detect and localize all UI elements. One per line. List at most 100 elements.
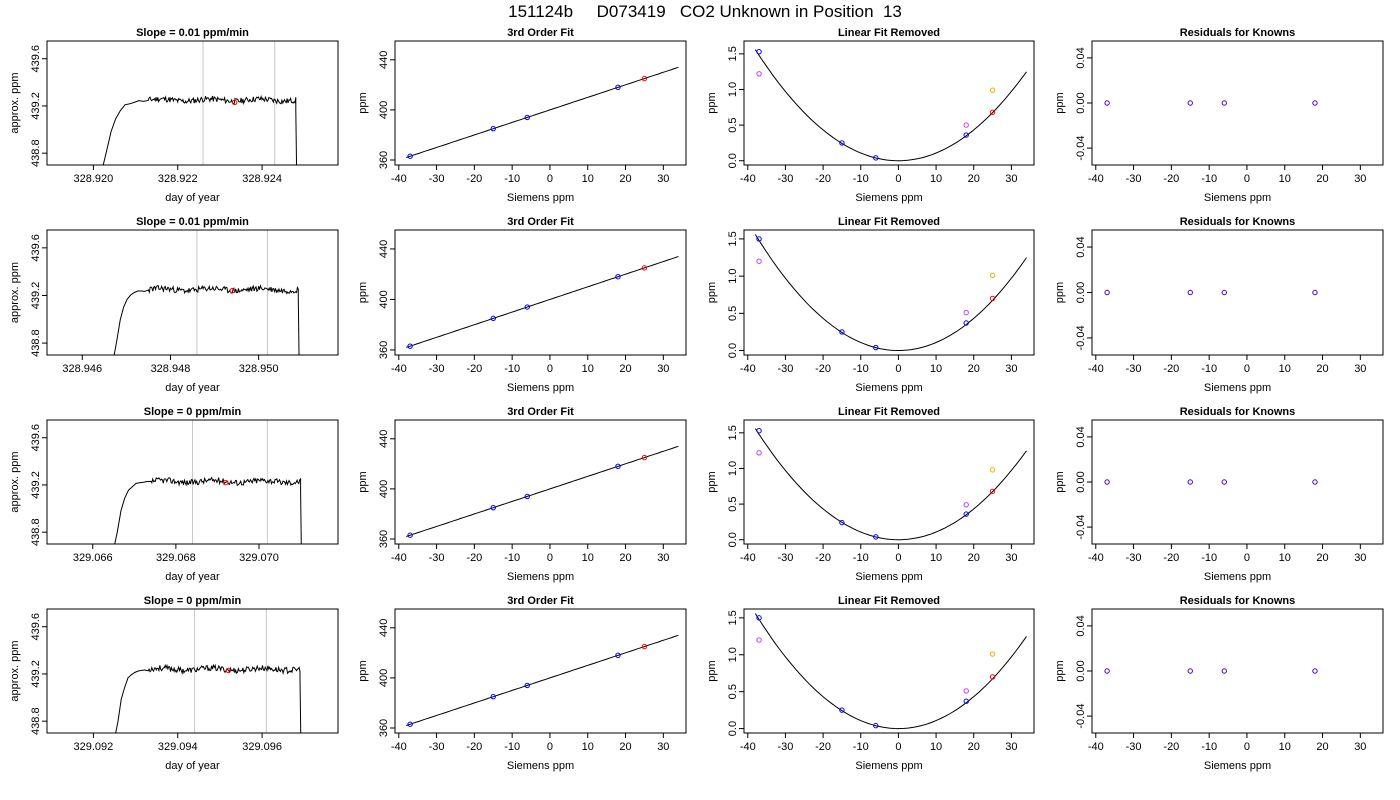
x-tick-label: 0	[1244, 173, 1250, 185]
x-tick-label: 30	[1354, 363, 1366, 375]
data-point	[1187, 668, 1193, 674]
data-point	[1104, 668, 1110, 674]
chart-title: 3rd Order Fit	[507, 595, 574, 607]
data-point	[641, 454, 648, 461]
x-tick-label: -10	[1201, 552, 1217, 564]
plot-frame	[46, 608, 339, 734]
x-tick-label: -30	[429, 363, 445, 375]
data-point	[1104, 479, 1110, 485]
page-title: 151124b D073419 CO2 Unknown in Position …	[508, 2, 902, 21]
data-point	[641, 643, 648, 650]
x-axis-label: day of year	[165, 192, 220, 204]
y-tick-label: -0.04	[1075, 325, 1087, 350]
x-tick-label: -30	[1126, 363, 1142, 375]
x-tick-label: 328.924	[242, 173, 282, 185]
chart-panel-fit-2: 3rd Order Fit -40 -30 -20 -10 0 10 20 30 360 400 44…	[357, 216, 687, 394]
x-tick-label: -10	[504, 363, 520, 375]
y-tick-label: 439.6	[30, 234, 42, 262]
data-point	[756, 615, 762, 621]
x-tick-label: -10	[1201, 363, 1217, 375]
chart-title: Slope = 0 ppm/min	[144, 406, 242, 418]
y-tick-label: 400	[378, 290, 390, 308]
x-tick-label: 0	[547, 173, 553, 185]
chart-title: Slope = 0.01 ppm/min	[136, 27, 249, 39]
x-tick-label: -40	[740, 741, 756, 753]
x-tick-label: -20	[466, 741, 482, 753]
plot-area	[754, 613, 1027, 730]
x-tick-label: 0	[895, 363, 901, 375]
data-point	[524, 493, 530, 500]
y-axis-label: approx. ppm	[9, 451, 21, 512]
x-tick-label: -30	[1126, 173, 1142, 185]
x-tick-label: 329.096	[242, 741, 282, 753]
x-tick-label: 329.066	[73, 552, 113, 564]
y-tick-label: 0.04	[1075, 426, 1087, 447]
data-point	[615, 463, 621, 470]
x-tick-label: -30	[777, 552, 793, 564]
plot-area	[754, 427, 1027, 541]
plot-frame	[743, 608, 1035, 734]
data-point	[756, 637, 762, 643]
x-tick-label: 30	[1354, 552, 1366, 564]
x-tick-label: 328.920	[74, 173, 114, 185]
x-tick-label: -30	[777, 173, 793, 185]
fit-curve	[406, 66, 679, 158]
x-tick-label: 328.946	[62, 363, 102, 375]
x-tick-label: 329.092	[74, 741, 114, 753]
chart-panel-fit-1: 3rd Order Fit -40 -30 -20 -10 0 10 20 30 360 400 44…	[357, 27, 687, 204]
x-axis-label: Siemens ppm	[1204, 571, 1271, 583]
data-point	[839, 519, 845, 526]
x-tick-label: -40	[1088, 741, 1104, 753]
x-tick-label: 30	[1005, 173, 1017, 185]
x-tick-label: -30	[429, 741, 445, 753]
plot-area	[754, 234, 1027, 351]
data-point	[963, 688, 969, 694]
y-tick-label: 360	[378, 530, 390, 548]
concentration-trace	[113, 284, 300, 355]
x-axis-label: Siemens ppm	[1204, 192, 1271, 204]
chart-title: Slope = 0 ppm/min	[144, 595, 242, 607]
data-point	[989, 272, 996, 279]
x-tick-label: -20	[1163, 173, 1179, 185]
chart-title: 3rd Order Fit	[507, 406, 574, 418]
data-point	[1187, 479, 1193, 485]
x-tick-label: 10	[1279, 741, 1291, 753]
fit-curve	[754, 49, 1027, 162]
x-tick-label: -20	[1163, 552, 1179, 564]
x-tick-label: -20	[815, 173, 831, 185]
x-tick-label: 20	[968, 741, 980, 753]
chart-panel-timeseries-1: Slope = 0.01 ppm/min 328.920 328.922 328.92…	[9, 27, 339, 204]
x-tick-label: 329.094	[158, 741, 198, 753]
y-tick-label: 1.0	[727, 82, 739, 97]
y-tick-label: 360	[378, 151, 390, 169]
x-tick-label: -30	[429, 552, 445, 564]
data-point	[989, 467, 996, 473]
x-tick-label: 10	[930, 741, 942, 753]
data-point	[490, 504, 496, 511]
plot-frame	[46, 40, 339, 166]
plot-area	[102, 94, 298, 165]
data-point	[490, 315, 496, 322]
data-point	[1221, 668, 1227, 674]
data-point	[615, 274, 621, 280]
x-axis-label: Siemens ppm	[855, 760, 922, 772]
y-tick-label: 439.2	[30, 92, 42, 120]
y-tick-label: 0.5	[727, 496, 739, 511]
chart-panel-linear_removed-3: Linear Fit Removed -40 -30 -20 -10 0 10 20 30 0.0…	[706, 406, 1035, 583]
data-point	[524, 114, 530, 121]
x-tick-label: 0	[1244, 363, 1250, 375]
y-tick-label: 440	[378, 51, 390, 69]
x-tick-label: 20	[968, 173, 980, 185]
data-point	[407, 532, 413, 538]
x-axis-label: Siemens ppm	[507, 760, 574, 772]
x-tick-label: 30	[1005, 363, 1017, 375]
data-point	[524, 682, 530, 689]
data-point	[756, 236, 762, 242]
x-tick-label: 10	[1279, 173, 1291, 185]
data-point	[989, 674, 996, 680]
x-tick-label: -20	[815, 363, 831, 375]
x-tick-label: -10	[1201, 173, 1217, 185]
x-axis-label: Siemens ppm	[1204, 760, 1271, 772]
x-tick-label: 0	[895, 173, 901, 185]
y-tick-label: 439.6	[30, 45, 42, 73]
